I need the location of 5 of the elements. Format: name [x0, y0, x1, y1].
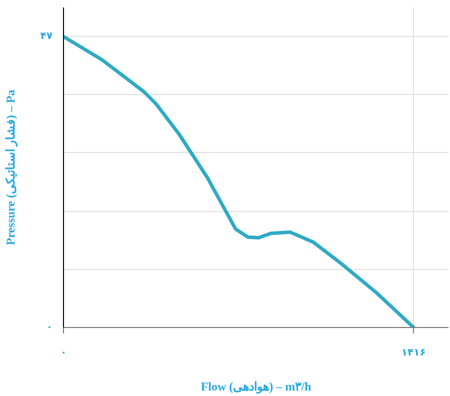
x-tick-label: ۱۴۱۶ [401, 348, 426, 358]
x-axis-title: Flow (هوادهی) – m۳/h [200, 380, 312, 394]
y-axis-title: Pressure (فشار استاتیکی) – Pa [3, 90, 18, 246]
y-tick-label: ۴۷ [40, 31, 53, 42]
line-series [64, 34, 416, 328]
